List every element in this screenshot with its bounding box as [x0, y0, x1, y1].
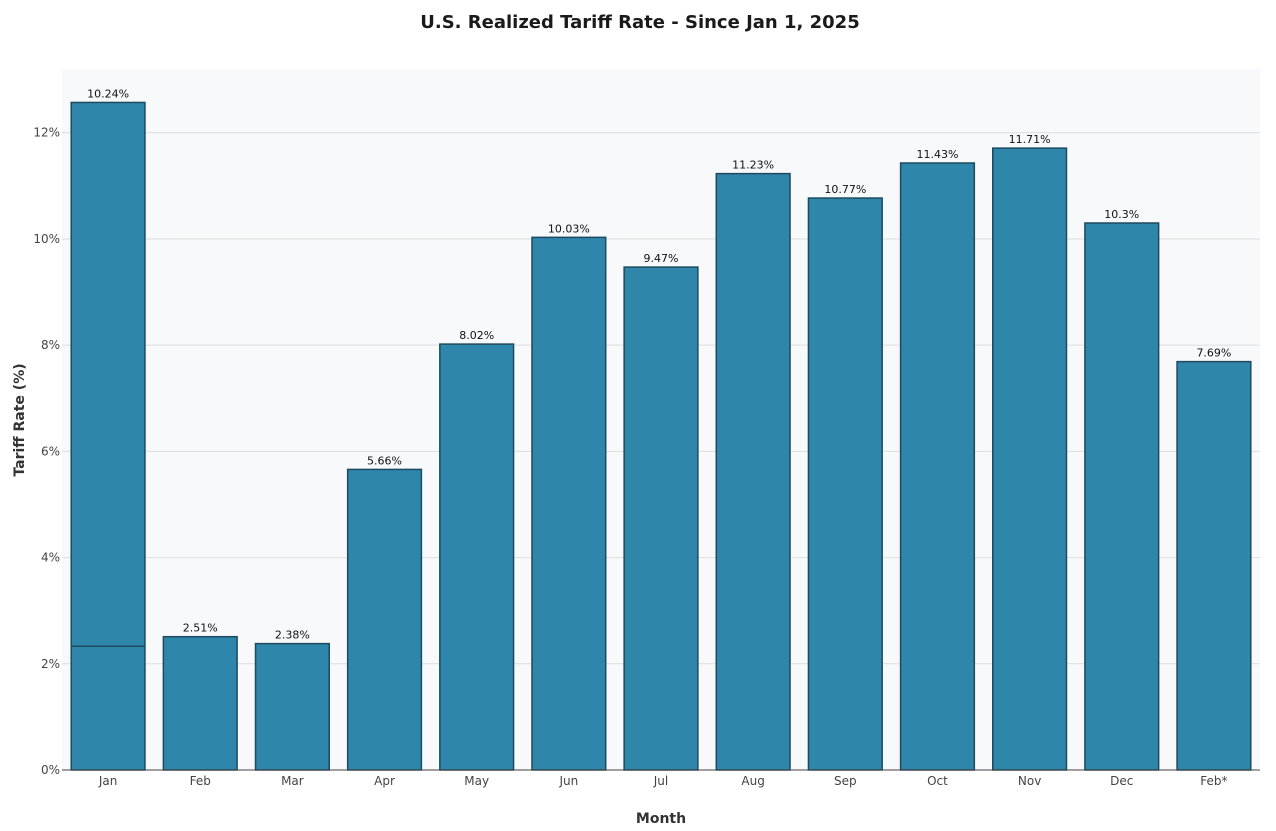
- y-tick-label: 4%: [41, 551, 60, 565]
- bar-jul: [623, 266, 699, 771]
- x-tick-label: Nov: [1018, 774, 1041, 788]
- y-tick-label: 6%: [41, 444, 60, 458]
- data-label: 11.71%: [1009, 133, 1051, 146]
- x-tick-label: Jun: [558, 774, 578, 788]
- bar-nov: [992, 147, 1068, 771]
- x-tick-label: Feb: [190, 774, 211, 788]
- bar-apr: [346, 468, 423, 771]
- bar-may: [439, 343, 515, 771]
- y-axis-title: Tariff Rate (%): [12, 363, 28, 476]
- y-tick-label: 10%: [33, 232, 60, 246]
- data-label: 7.69%: [1196, 347, 1231, 360]
- x-axis-title: Month: [636, 811, 686, 827]
- bar-jan: [70, 101, 146, 771]
- x-tick-label: Sep: [834, 774, 857, 788]
- data-label: 5.66%: [367, 454, 402, 467]
- bar-jun: [531, 236, 607, 771]
- bars: [70, 101, 1252, 771]
- x-tick-label: Dec: [1110, 774, 1133, 788]
- data-label: 11.43%: [916, 148, 958, 161]
- bar-mar: [254, 642, 330, 771]
- bar-feb: [1176, 360, 1252, 771]
- bar-aug: [715, 172, 791, 771]
- data-label: 8.02%: [459, 329, 494, 342]
- y-tick-label: 2%: [41, 657, 60, 671]
- x-tick-label: Mar: [281, 774, 304, 788]
- chart-title: U.S. Realized Tariff Rate - Since Jan 1,…: [420, 12, 859, 33]
- x-tick-label: Apr: [374, 774, 395, 788]
- bar-feb: [162, 635, 238, 771]
- data-label: 11.23%: [732, 159, 774, 172]
- data-label: 10.03%: [548, 222, 590, 235]
- x-axis-ticks: Jan Feb Mar Apr May Jun Jul Aug Sep Oct Nov Dec Feb*: [98, 774, 1228, 788]
- data-label: 10.77%: [824, 183, 866, 196]
- y-axis-ticks: 0% 2% 4% 6% 8% 10% 12%: [33, 126, 60, 777]
- data-labels: 10.24% 2.51% 2.38% 5.66% 8.02% 10.03% 9.47% 11.…: [87, 87, 1231, 641]
- x-tick-label: Feb*: [1200, 774, 1227, 788]
- x-tick-label: Jul: [653, 774, 668, 788]
- data-label: 10.3%: [1104, 208, 1139, 221]
- y-tick-label: 12%: [33, 126, 60, 140]
- x-tick-label: Oct: [927, 774, 948, 788]
- x-tick-label: Aug: [741, 774, 764, 788]
- bar-dec: [1084, 222, 1160, 771]
- bar-sep: [807, 197, 883, 771]
- y-tick-label: 0%: [41, 763, 60, 777]
- data-label: 10.24%: [87, 87, 129, 100]
- data-label: 2.38%: [275, 629, 310, 642]
- x-tick-label: May: [464, 774, 489, 788]
- data-label: 2.51%: [183, 622, 218, 635]
- y-tick-label: 8%: [41, 338, 60, 352]
- bar-oct: [899, 162, 976, 771]
- data-label: 9.47%: [644, 252, 679, 265]
- x-tick-label: Jan: [98, 774, 118, 788]
